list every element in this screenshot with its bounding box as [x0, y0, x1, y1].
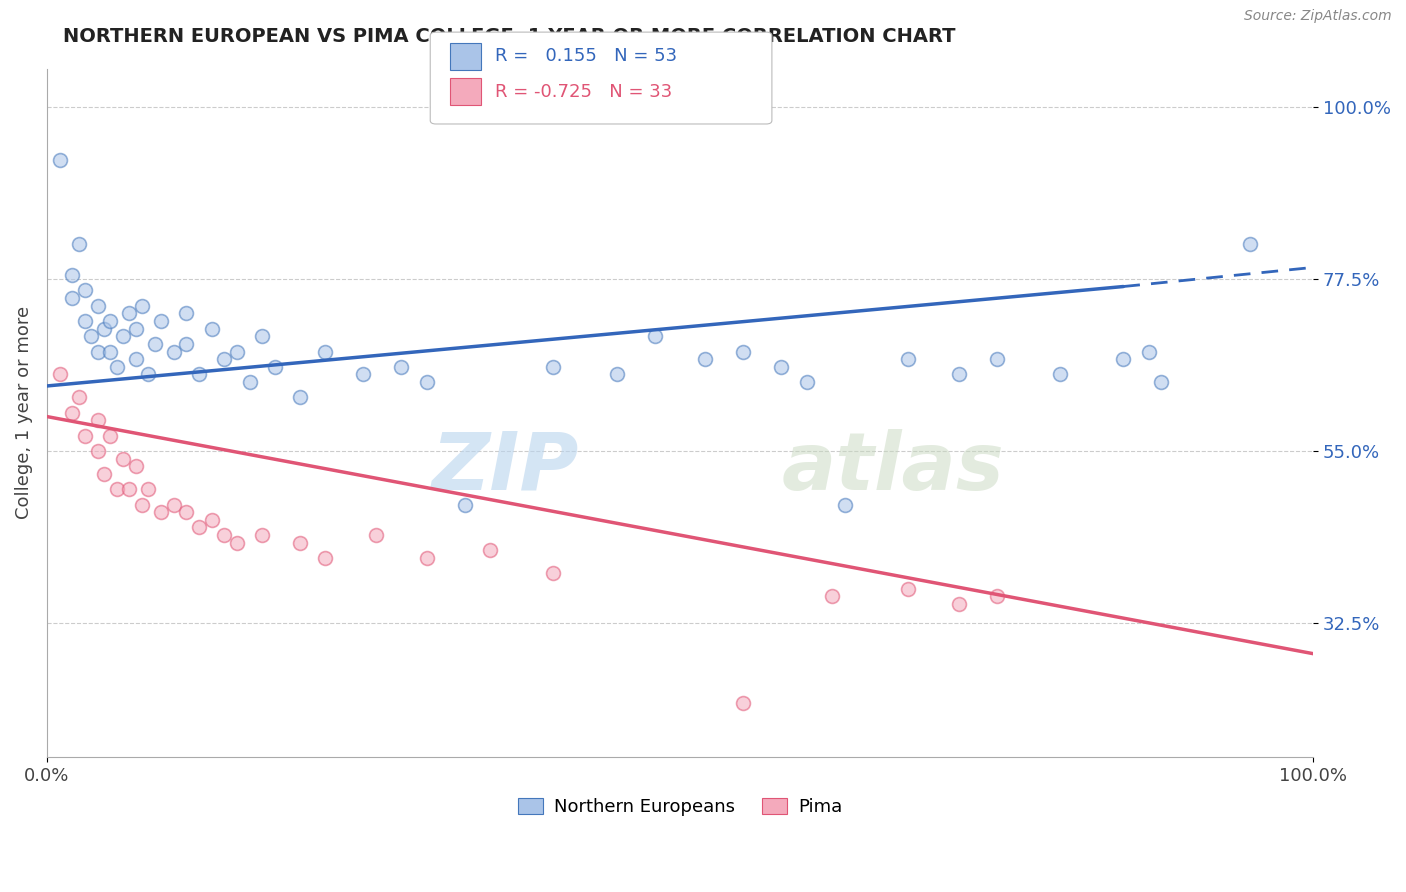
Point: [225, 535, 247, 549]
Point: [86, 299, 108, 313]
Point: [212, 352, 235, 367]
Point: [250, 329, 273, 343]
Point: [136, 482, 159, 496]
Point: [606, 368, 628, 382]
Point: [733, 344, 755, 359]
Point: [1239, 237, 1261, 252]
Point: [366, 528, 388, 542]
Point: [225, 344, 247, 359]
Point: [67, 237, 90, 252]
Point: [263, 359, 285, 374]
Text: R =   0.155   N = 53: R = 0.155 N = 53: [495, 47, 678, 65]
Point: [143, 337, 166, 351]
Point: [416, 551, 439, 566]
Point: [60, 268, 83, 282]
Point: [174, 337, 197, 351]
Point: [80, 329, 103, 343]
Point: [105, 359, 128, 374]
Point: [60, 406, 83, 420]
Point: [238, 375, 260, 389]
Point: [391, 359, 413, 374]
Text: R = -0.725   N = 33: R = -0.725 N = 33: [495, 83, 672, 101]
Point: [1137, 344, 1160, 359]
Point: [986, 590, 1008, 604]
Point: [1112, 352, 1135, 367]
Text: atlas: atlas: [782, 429, 1004, 507]
Point: [149, 314, 172, 328]
Point: [187, 368, 209, 382]
Text: ZIP: ZIP: [432, 429, 579, 507]
Point: [105, 482, 128, 496]
Point: [124, 352, 146, 367]
Point: [834, 498, 856, 512]
Point: [86, 444, 108, 458]
Point: [174, 306, 197, 320]
Point: [200, 513, 222, 527]
Point: [73, 314, 96, 328]
Point: [162, 344, 184, 359]
Point: [315, 344, 337, 359]
Point: [174, 505, 197, 519]
Point: [948, 368, 970, 382]
Point: [73, 428, 96, 442]
Point: [543, 359, 565, 374]
Point: [695, 352, 717, 367]
Point: [986, 352, 1008, 367]
Point: [454, 498, 477, 512]
Point: [48, 153, 70, 168]
Text: Source: ZipAtlas.com: Source: ZipAtlas.com: [1244, 9, 1392, 23]
Y-axis label: College, 1 year or more: College, 1 year or more: [15, 306, 32, 519]
Point: [136, 368, 159, 382]
Point: [796, 375, 818, 389]
Point: [60, 291, 83, 305]
Point: [353, 368, 375, 382]
Point: [73, 284, 96, 298]
Point: [897, 352, 920, 367]
Point: [1049, 368, 1071, 382]
Point: [86, 344, 108, 359]
Point: [1150, 375, 1173, 389]
Point: [212, 528, 235, 542]
Point: [770, 359, 793, 374]
Point: [118, 482, 141, 496]
Point: [288, 535, 311, 549]
Point: [48, 368, 70, 382]
Text: NORTHERN EUROPEAN VS PIMA COLLEGE, 1 YEAR OR MORE CORRELATION CHART: NORTHERN EUROPEAN VS PIMA COLLEGE, 1 YEA…: [63, 27, 956, 45]
Point: [124, 459, 146, 474]
Point: [644, 329, 666, 343]
Point: [200, 321, 222, 335]
Legend: Northern Europeans, Pima: Northern Europeans, Pima: [510, 791, 849, 823]
Point: [948, 597, 970, 611]
Point: [897, 582, 920, 596]
Point: [111, 329, 134, 343]
Point: [93, 321, 115, 335]
Point: [131, 498, 153, 512]
Point: [162, 498, 184, 512]
Point: [288, 391, 311, 405]
Point: [98, 344, 121, 359]
Point: [733, 697, 755, 711]
Point: [67, 391, 90, 405]
Point: [543, 566, 565, 581]
Point: [479, 543, 502, 558]
Point: [124, 321, 146, 335]
Point: [315, 551, 337, 566]
Point: [118, 306, 141, 320]
Point: [149, 505, 172, 519]
Point: [131, 299, 153, 313]
Point: [111, 451, 134, 466]
Point: [416, 375, 439, 389]
Point: [98, 314, 121, 328]
Point: [93, 467, 115, 481]
Point: [821, 590, 844, 604]
Point: [98, 428, 121, 442]
Point: [250, 528, 273, 542]
Point: [187, 520, 209, 534]
Point: [86, 413, 108, 427]
